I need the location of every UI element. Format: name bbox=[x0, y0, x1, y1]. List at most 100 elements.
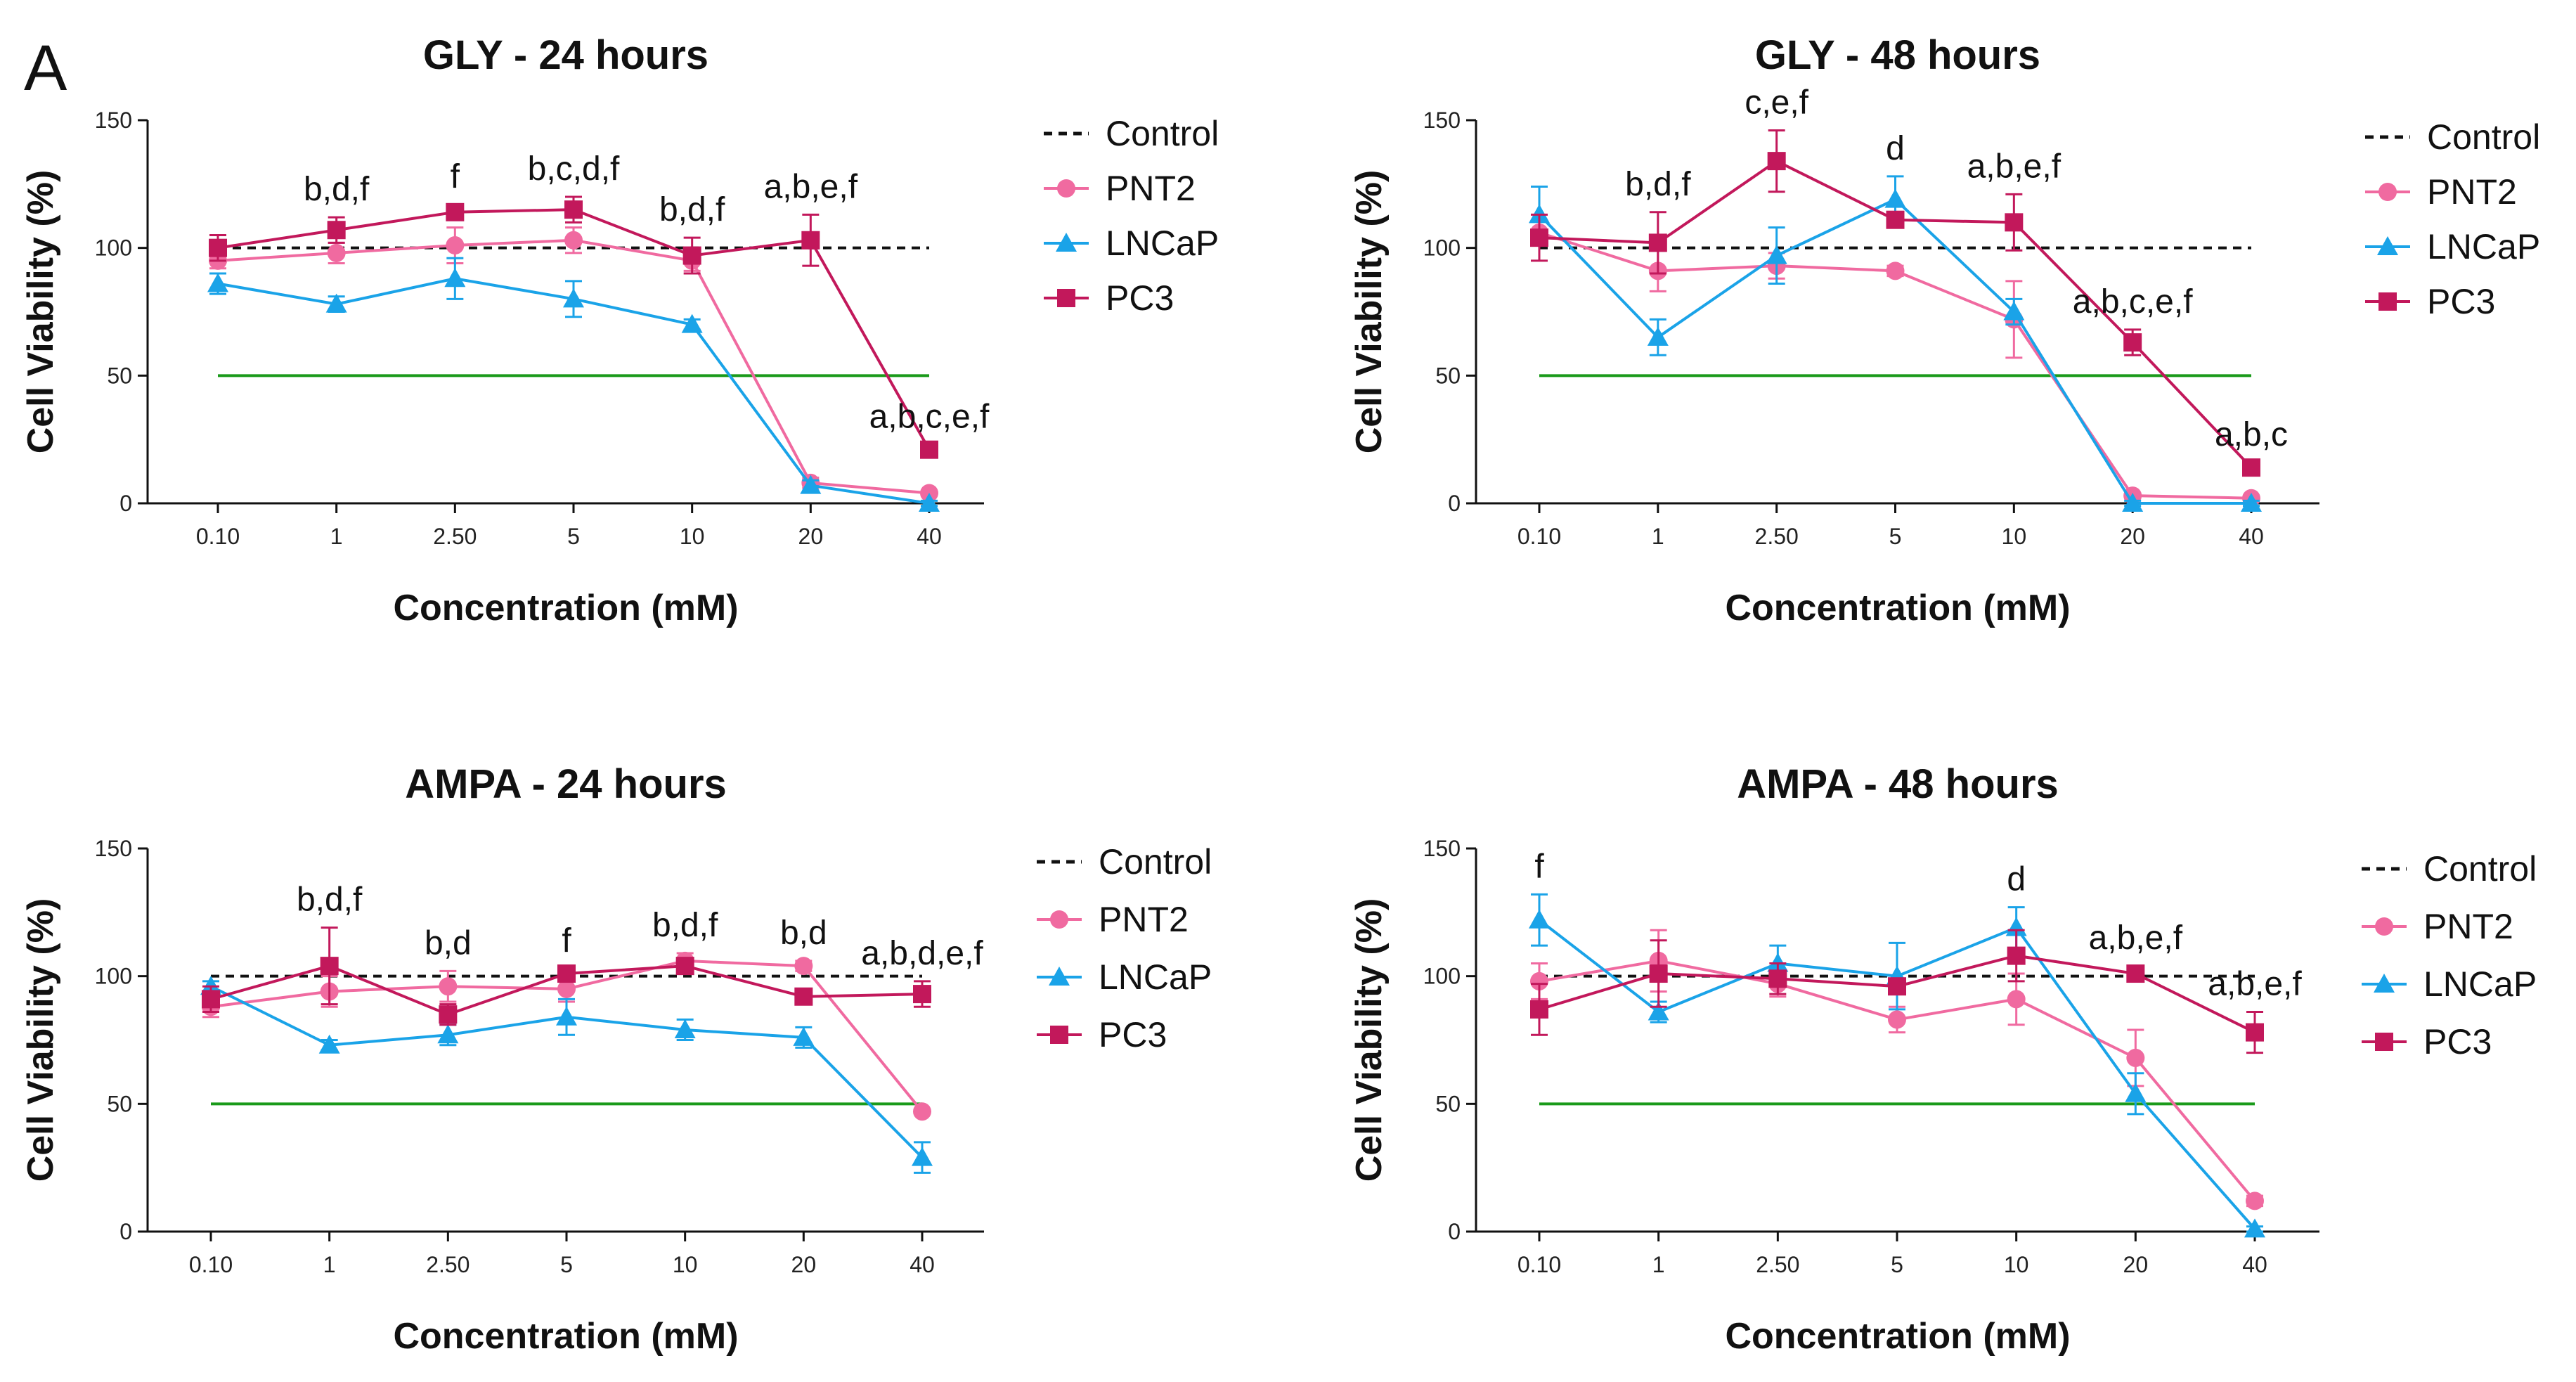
y-tick-label: 150 bbox=[95, 108, 132, 133]
series-pc3 bbox=[202, 926, 931, 1026]
x-tick-label: 10 bbox=[2004, 1252, 2029, 1277]
legend-item-control: Control bbox=[2362, 849, 2537, 889]
data-point bbox=[1766, 245, 1787, 264]
x-tick-label: 0.10 bbox=[189, 1252, 233, 1277]
legend-item-control: Control bbox=[1037, 842, 1212, 881]
data-point bbox=[563, 288, 584, 308]
series-pnt2 bbox=[209, 226, 938, 503]
legend-marker bbox=[2374, 974, 2395, 993]
data-point bbox=[794, 987, 813, 1006]
data-point bbox=[1530, 1000, 1548, 1019]
data-point bbox=[557, 979, 576, 998]
significance-annotation: d bbox=[1886, 130, 1905, 167]
legend-item-pc3: PC3 bbox=[1044, 278, 1174, 318]
y-tick-label: 0 bbox=[119, 1219, 132, 1244]
data-point bbox=[2122, 493, 2144, 512]
legend-item-control: Control bbox=[2365, 117, 2540, 157]
y-tick-label: 150 bbox=[1423, 836, 1461, 861]
x-tick-label: 0.10 bbox=[1517, 1252, 1561, 1277]
x-tick-label: 1 bbox=[323, 1252, 336, 1277]
data-point bbox=[919, 493, 940, 512]
y-tick-label: 50 bbox=[107, 363, 132, 388]
legend-marker bbox=[1049, 967, 1070, 986]
significance-annotation: a,b,e,f bbox=[2208, 966, 2302, 1003]
x-tick-label: 20 bbox=[2120, 524, 2145, 549]
x-tick-label: 0.10 bbox=[1517, 524, 1561, 549]
data-point bbox=[439, 977, 458, 996]
x-tick-label: 20 bbox=[798, 524, 824, 549]
data-point bbox=[564, 231, 583, 250]
legend-marker bbox=[2378, 183, 2397, 201]
data-point bbox=[1767, 152, 1786, 171]
x-tick-label: 40 bbox=[910, 1252, 935, 1277]
y-tick-label: 100 bbox=[1423, 964, 1461, 989]
y-tick-label: 150 bbox=[95, 836, 132, 861]
legend-label: LNCaP bbox=[1106, 224, 1219, 263]
legend-label: PNT2 bbox=[1099, 900, 1189, 939]
legend-label: LNCaP bbox=[2427, 227, 2540, 266]
legend-item-control: Control bbox=[1044, 114, 1219, 153]
x-tick-label: 5 bbox=[1891, 1252, 1903, 1277]
data-point bbox=[1886, 261, 1905, 280]
chart-title: GLY - 24 hours bbox=[423, 32, 708, 78]
data-point bbox=[1886, 210, 1905, 229]
data-point bbox=[1888, 977, 1906, 996]
data-point bbox=[2007, 946, 2026, 965]
data-point bbox=[439, 1005, 458, 1024]
legend: Control PNT2 LNCaP PC3 bbox=[1037, 842, 1212, 1054]
significance-annotation: b,d,f bbox=[304, 171, 370, 208]
legend-label: PC3 bbox=[2427, 282, 2495, 321]
data-point bbox=[2246, 1192, 2264, 1210]
significance-annotation: a,b,c,e,f bbox=[869, 398, 990, 435]
data-point bbox=[207, 273, 228, 292]
legend-label: PNT2 bbox=[2427, 172, 2517, 212]
data-point bbox=[682, 246, 701, 265]
significance-annotation: c,e,f bbox=[1745, 84, 1808, 122]
x-tick-label: 5 bbox=[567, 524, 580, 549]
y-tick-label: 150 bbox=[1423, 108, 1461, 133]
data-point bbox=[913, 1102, 931, 1121]
data-point bbox=[1647, 326, 1669, 346]
significance-annotation: b,d,f bbox=[652, 907, 718, 944]
significance-annotation: b,d,f bbox=[297, 881, 363, 919]
y-tick-label: 50 bbox=[107, 1091, 132, 1116]
y-axis-label: Cell Viability (%) bbox=[1349, 898, 1390, 1182]
legend-label: Control bbox=[2423, 849, 2537, 889]
x-tick-label: 1 bbox=[1652, 524, 1664, 549]
data-point bbox=[2123, 333, 2142, 352]
x-tick-label: 0.10 bbox=[196, 524, 240, 549]
data-point bbox=[675, 957, 694, 976]
data-point bbox=[556, 1006, 577, 1026]
legend-item-pnt2: PNT2 bbox=[2362, 907, 2513, 946]
data-point bbox=[1649, 964, 1668, 983]
x-tick-label: 40 bbox=[2242, 1252, 2267, 1277]
significance-annotation: b,d,f bbox=[1625, 166, 1691, 203]
data-point bbox=[325, 293, 347, 313]
significance-annotation: a,b,e,f bbox=[2089, 919, 2183, 957]
x-tick-label: 2.50 bbox=[426, 1252, 470, 1277]
y-tick-label: 50 bbox=[1435, 363, 1461, 388]
data-point bbox=[681, 314, 703, 333]
data-point bbox=[327, 221, 346, 240]
data-point bbox=[1768, 969, 1787, 988]
y-axis-label: Cell Viability (%) bbox=[1349, 170, 1390, 454]
series-lncap bbox=[1529, 175, 2262, 512]
series-pc3 bbox=[1530, 129, 2260, 477]
legend-item-pnt2: PNT2 bbox=[1037, 900, 1189, 939]
y-tick-label: 0 bbox=[1448, 1219, 1461, 1244]
series-lncap bbox=[200, 976, 933, 1174]
data-point bbox=[2246, 1023, 2264, 1042]
legend-label: Control bbox=[2427, 117, 2540, 157]
data-point bbox=[2241, 493, 2262, 512]
data-point bbox=[1888, 1010, 1906, 1029]
x-tick-label: 5 bbox=[1889, 524, 1902, 549]
significance-annotation: f bbox=[451, 158, 460, 195]
data-point bbox=[437, 1024, 459, 1044]
legend-item-lncap: LNCaP bbox=[1037, 957, 1212, 997]
data-point bbox=[1648, 1001, 1669, 1021]
data-point bbox=[2005, 213, 2024, 232]
data-point bbox=[557, 964, 576, 983]
legend-marker bbox=[1057, 179, 1075, 198]
data-point bbox=[793, 1026, 815, 1046]
y-tick-label: 50 bbox=[1435, 1091, 1461, 1116]
